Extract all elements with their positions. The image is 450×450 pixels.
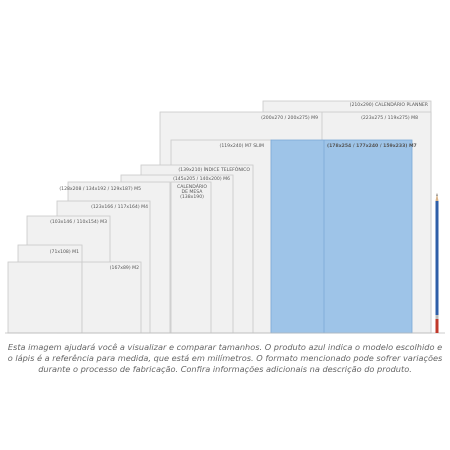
label: (71x108) M1 bbox=[50, 249, 79, 255]
label: (210x290) CALENDÁRIO PLANNER bbox=[350, 101, 429, 108]
label: (200x270 / 200x275) M9 bbox=[261, 115, 318, 121]
m7-box bbox=[270, 139, 413, 334]
caption: Esta imagem ajudará você a visualizar e … bbox=[8, 342, 442, 352]
m2-left-box bbox=[7, 261, 83, 334]
caption: o lápis é a referência para medida, que … bbox=[8, 353, 443, 363]
label: (119x240) M7 SLIM bbox=[220, 143, 264, 149]
label: CALENDÁRIO bbox=[177, 183, 207, 190]
caption: durante o processo de fabricação. Confir… bbox=[38, 364, 412, 374]
label: (128x208 / 134x192 / 129x187) M5 bbox=[59, 186, 141, 192]
label: (103x146 / 110x154) M3 bbox=[50, 219, 107, 225]
label: (138x190) bbox=[180, 194, 204, 200]
label: (145x205 / 140x200) M6 bbox=[173, 176, 230, 182]
label: (178x254 / 177x240 / 159x233) M7 bbox=[327, 143, 417, 149]
label: DE MESA bbox=[182, 189, 204, 195]
pencil bbox=[435, 193, 439, 333]
m2-box bbox=[81, 261, 142, 334]
label: (123x166 / 117x164) M4 bbox=[91, 204, 148, 210]
label: (167x89) M2 bbox=[110, 265, 139, 271]
mesa-box bbox=[170, 181, 212, 334]
label: (139x210) ÍNDICE TELEFÔNICO bbox=[178, 166, 250, 173]
label: (223x275 / 119x275) M8 bbox=[361, 115, 418, 121]
